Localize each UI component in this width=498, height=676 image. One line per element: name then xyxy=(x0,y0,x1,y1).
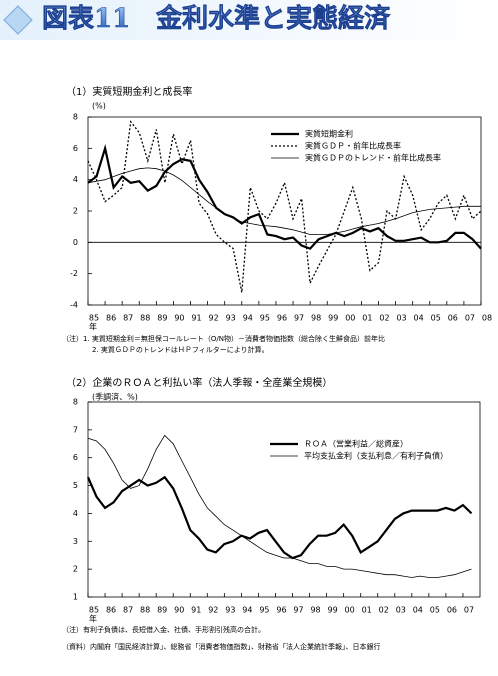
x-tick-label: 04 xyxy=(414,314,424,323)
x-tick-label: 06 xyxy=(447,606,457,615)
x-tick-label: 95 xyxy=(260,314,270,323)
x-tick-label: 08 xyxy=(482,314,492,323)
x-tick-label: 02 xyxy=(379,314,389,323)
x-tick-label: 03 xyxy=(396,606,406,615)
legend-label: ＲＯＡ（営業利益／総資産） xyxy=(304,439,408,449)
y-tick-label: 5 xyxy=(73,481,78,490)
x-tick-label: 99 xyxy=(328,606,338,615)
chart-title: （1）実質短期金利と成長率 xyxy=(66,85,192,98)
x-tick-label: 06 xyxy=(448,314,458,323)
data-line xyxy=(87,120,482,293)
x-tick-label: 99 xyxy=(328,314,338,323)
x-tick-label: 05 xyxy=(431,314,441,323)
x-tick-label: 91 xyxy=(191,606,201,615)
x-tick-label: 87 xyxy=(123,314,133,323)
legend-label: 平均支払金利（支払利息／有利子負債） xyxy=(304,451,448,461)
y-tick-label: -2 xyxy=(70,269,78,278)
x-tick-label: 98 xyxy=(310,606,320,615)
y-tick-label: 6 xyxy=(73,453,78,462)
note: （注）有利子負債は、長短借入金、社債、手形割引残高の合計。 xyxy=(62,625,265,634)
x-tick-label: 85 xyxy=(89,606,99,615)
x-tick-label: 03 xyxy=(396,314,406,323)
x-tick-label: 04 xyxy=(413,606,423,615)
x-tick-label: 96 xyxy=(276,606,286,615)
data-line xyxy=(87,167,481,235)
x-tick-label: 02 xyxy=(379,606,389,615)
y-tick-label: -4 xyxy=(70,301,78,310)
x-tick-label: 00 xyxy=(345,314,355,323)
y-tick-label: 2 xyxy=(73,207,78,216)
x-tick-label: 01 xyxy=(362,606,372,615)
x-tick-label: 92 xyxy=(208,606,218,615)
unit-label: (季調済、%) xyxy=(92,392,138,402)
year-label: 年 xyxy=(89,322,97,332)
data-line xyxy=(87,434,472,578)
data-line xyxy=(87,143,482,250)
note: （資料）内閣府「国民経済計算」、総務省「消費者物価指数」、財務省「法人企業統計季… xyxy=(62,642,381,651)
x-tick-label: 97 xyxy=(293,606,303,615)
y-tick-label: 7 xyxy=(73,425,78,434)
y-tick-label: 0 xyxy=(73,238,78,247)
chart-title: （2）企業のＲＯＡと利払い率（法人季報・全産業全規模） xyxy=(66,376,332,389)
x-tick-label: 93 xyxy=(226,314,236,323)
year-label: 年 xyxy=(89,614,97,624)
x-tick-label: 00 xyxy=(345,606,355,615)
y-tick-label: 1 xyxy=(73,593,78,602)
y-tick-label: 4 xyxy=(73,175,78,184)
x-tick-label: 88 xyxy=(140,606,150,615)
x-tick-label: 97 xyxy=(294,314,304,323)
y-tick-label: 8 xyxy=(73,113,78,122)
x-tick-label: 92 xyxy=(209,314,219,323)
y-tick-label: 4 xyxy=(73,509,78,518)
legend-label: 実質ＧＤＰのトレンド・前年比成長率 xyxy=(305,153,441,163)
x-tick-label: 98 xyxy=(311,314,321,323)
header-band xyxy=(0,0,498,40)
data-line xyxy=(86,475,473,560)
x-tick-label: 94 xyxy=(243,314,253,323)
x-tick-label: 90 xyxy=(174,314,184,323)
y-tick-label: 2 xyxy=(73,565,78,574)
x-tick-label: 05 xyxy=(430,606,440,615)
note: （注）1. 実質短期金利＝無担保コールレート（O/N物）－消費者物価指数（総合除… xyxy=(62,334,385,343)
x-tick-label: 07 xyxy=(464,606,474,615)
x-tick-label: 93 xyxy=(225,606,235,615)
header-icon xyxy=(3,5,33,35)
plot-frame xyxy=(87,401,481,598)
x-tick-label: 89 xyxy=(157,314,167,323)
x-tick-label: 01 xyxy=(362,314,372,323)
x-tick-label: 87 xyxy=(123,606,133,615)
x-tick-label: 88 xyxy=(140,314,150,323)
y-tick-label: 6 xyxy=(73,144,78,153)
x-tick-label: 91 xyxy=(191,314,201,323)
note: 2. 実質ＧＤＰのトレンドはＨＰフィルターにより計算。 xyxy=(92,345,269,354)
x-tick-label: 86 xyxy=(106,606,116,615)
unit-label: (%) xyxy=(92,102,106,111)
x-tick-label: 89 xyxy=(157,606,167,615)
x-tick-label: 95 xyxy=(259,606,269,615)
legend-label: 実質ＧＤＰ・前年比成長率 xyxy=(305,141,401,151)
page-title: 図表11 金利水準と実態経済 xyxy=(42,3,391,34)
x-tick-label: 96 xyxy=(277,314,287,323)
x-tick-label: 90 xyxy=(174,606,184,615)
x-tick-label: 07 xyxy=(465,314,475,323)
x-tick-label: 94 xyxy=(242,606,252,615)
x-tick-label: 85 xyxy=(89,314,99,323)
legend-label: 実質短期金利 xyxy=(305,129,353,139)
y-tick-label: 3 xyxy=(73,537,78,546)
x-tick-label: 86 xyxy=(106,314,116,323)
y-tick-label: 8 xyxy=(73,398,78,407)
